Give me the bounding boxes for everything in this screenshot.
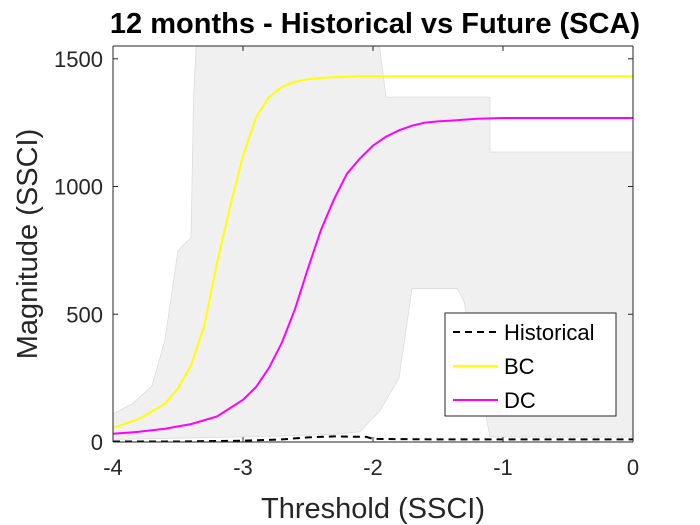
y-tick-label: 500 bbox=[66, 302, 103, 327]
y-tick-label: 1500 bbox=[54, 47, 103, 72]
x-tick-label: -1 bbox=[493, 455, 513, 480]
x-tick-label: -3 bbox=[233, 455, 253, 480]
chart-title: 12 months - Historical vs Future (SCA) bbox=[110, 8, 640, 40]
legend-label-bc: BC bbox=[504, 354, 535, 379]
x-tick-label: -2 bbox=[363, 455, 383, 480]
legend-box bbox=[444, 312, 617, 417]
legend-label-dc: DC bbox=[504, 388, 536, 413]
y-tick-label: 1000 bbox=[54, 175, 103, 200]
legend-label-historical: Historical bbox=[504, 320, 594, 345]
series-line-historical bbox=[113, 435, 633, 442]
legend: Historical BC DC bbox=[444, 312, 617, 417]
y-tick-label: 0 bbox=[91, 430, 103, 455]
x-tick-label: -4 bbox=[103, 455, 123, 480]
x-axis-label: Threshold (SSCI) bbox=[261, 493, 485, 525]
series-line-bc bbox=[113, 75, 633, 429]
x-tick-label: 0 bbox=[627, 455, 639, 480]
series-line-dc bbox=[113, 117, 633, 435]
y-axis-label: Magnitude (SSCI) bbox=[12, 129, 44, 360]
